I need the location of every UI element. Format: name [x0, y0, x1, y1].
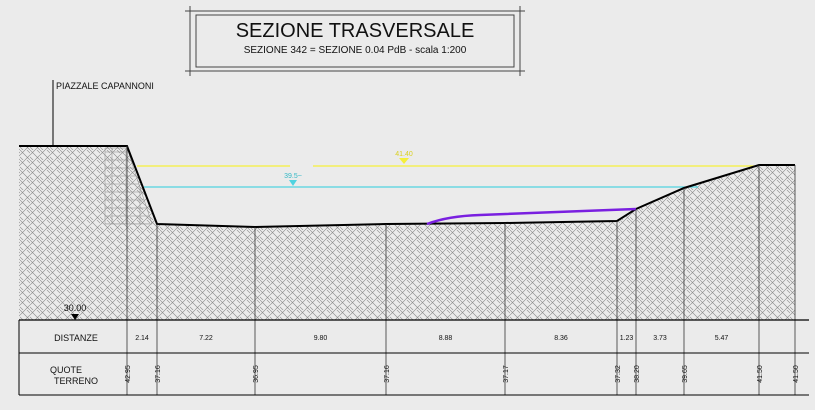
water-level-label-2: 39.5~	[284, 173, 302, 180]
water-level-marker-1	[399, 158, 409, 164]
elevation-cells: 42.95 37.16 36.95 37.16 37.17 37.32 38.20 39.65…	[125, 365, 800, 383]
distance-cells: 2.14 7.22 9.80 8.88 8.36 1.23 3.73 5.47	[135, 335, 728, 342]
datum-marker	[71, 314, 79, 320]
reference-datum: 30.00	[64, 303, 87, 320]
elevation-value: 37.16	[155, 365, 162, 383]
ground-fill	[19, 146, 795, 320]
elevation-value: 39.65	[682, 365, 689, 383]
distance-value: 3.73	[653, 335, 667, 342]
elevation-value: 37.16	[384, 365, 391, 383]
distance-value: 1.23	[620, 335, 634, 342]
distance-value: 5.47	[715, 335, 729, 342]
distance-value: 2.14	[135, 335, 149, 342]
elevation-value: 36.95	[253, 365, 260, 383]
elevation-value: 37.32	[615, 365, 622, 383]
distance-value: 7.22	[199, 335, 213, 342]
section-title: SEZIONE TRASVERSALE	[236, 20, 475, 42]
water-level-marker-2	[289, 180, 297, 186]
distance-value: 9.80	[314, 335, 328, 342]
section-subtitle: SEZIONE 342 = SEZIONE 0.04 PdB - scala 1…	[244, 45, 467, 56]
retaining-wall	[104, 147, 153, 225]
distances-row-label: DISTANZE	[54, 333, 98, 343]
elevation-value: 41.50	[793, 365, 800, 383]
elevation-value: 38.20	[634, 365, 641, 383]
distance-value: 8.88	[439, 335, 453, 342]
water-level-label-1: 41.40	[395, 151, 413, 158]
elevation-value: 41.50	[757, 365, 764, 383]
title-block: SEZIONE TRASVERSALE SEZIONE 342 = SEZION…	[185, 6, 525, 76]
sediment-profile	[426, 207, 637, 226]
location-callout: PIAZZALE CAPANNONI	[52, 80, 154, 145]
elevations-row-label-2: TERRENO	[54, 376, 98, 386]
data-table: DISTANZE QUOTE TERRENO	[18, 319, 809, 396]
elevations-row-label-1: QUOTE	[50, 365, 82, 375]
distance-value: 8.36	[554, 335, 568, 342]
elevation-value: 42.95	[125, 365, 132, 383]
elevation-value: 37.17	[503, 365, 510, 383]
reference-elevation: 30.00	[64, 303, 87, 313]
water-levels: 41.40 39.5~	[137, 151, 756, 188]
station-lines	[126, 146, 796, 395]
location-label: PIAZZALE CAPANNONI	[56, 81, 154, 91]
